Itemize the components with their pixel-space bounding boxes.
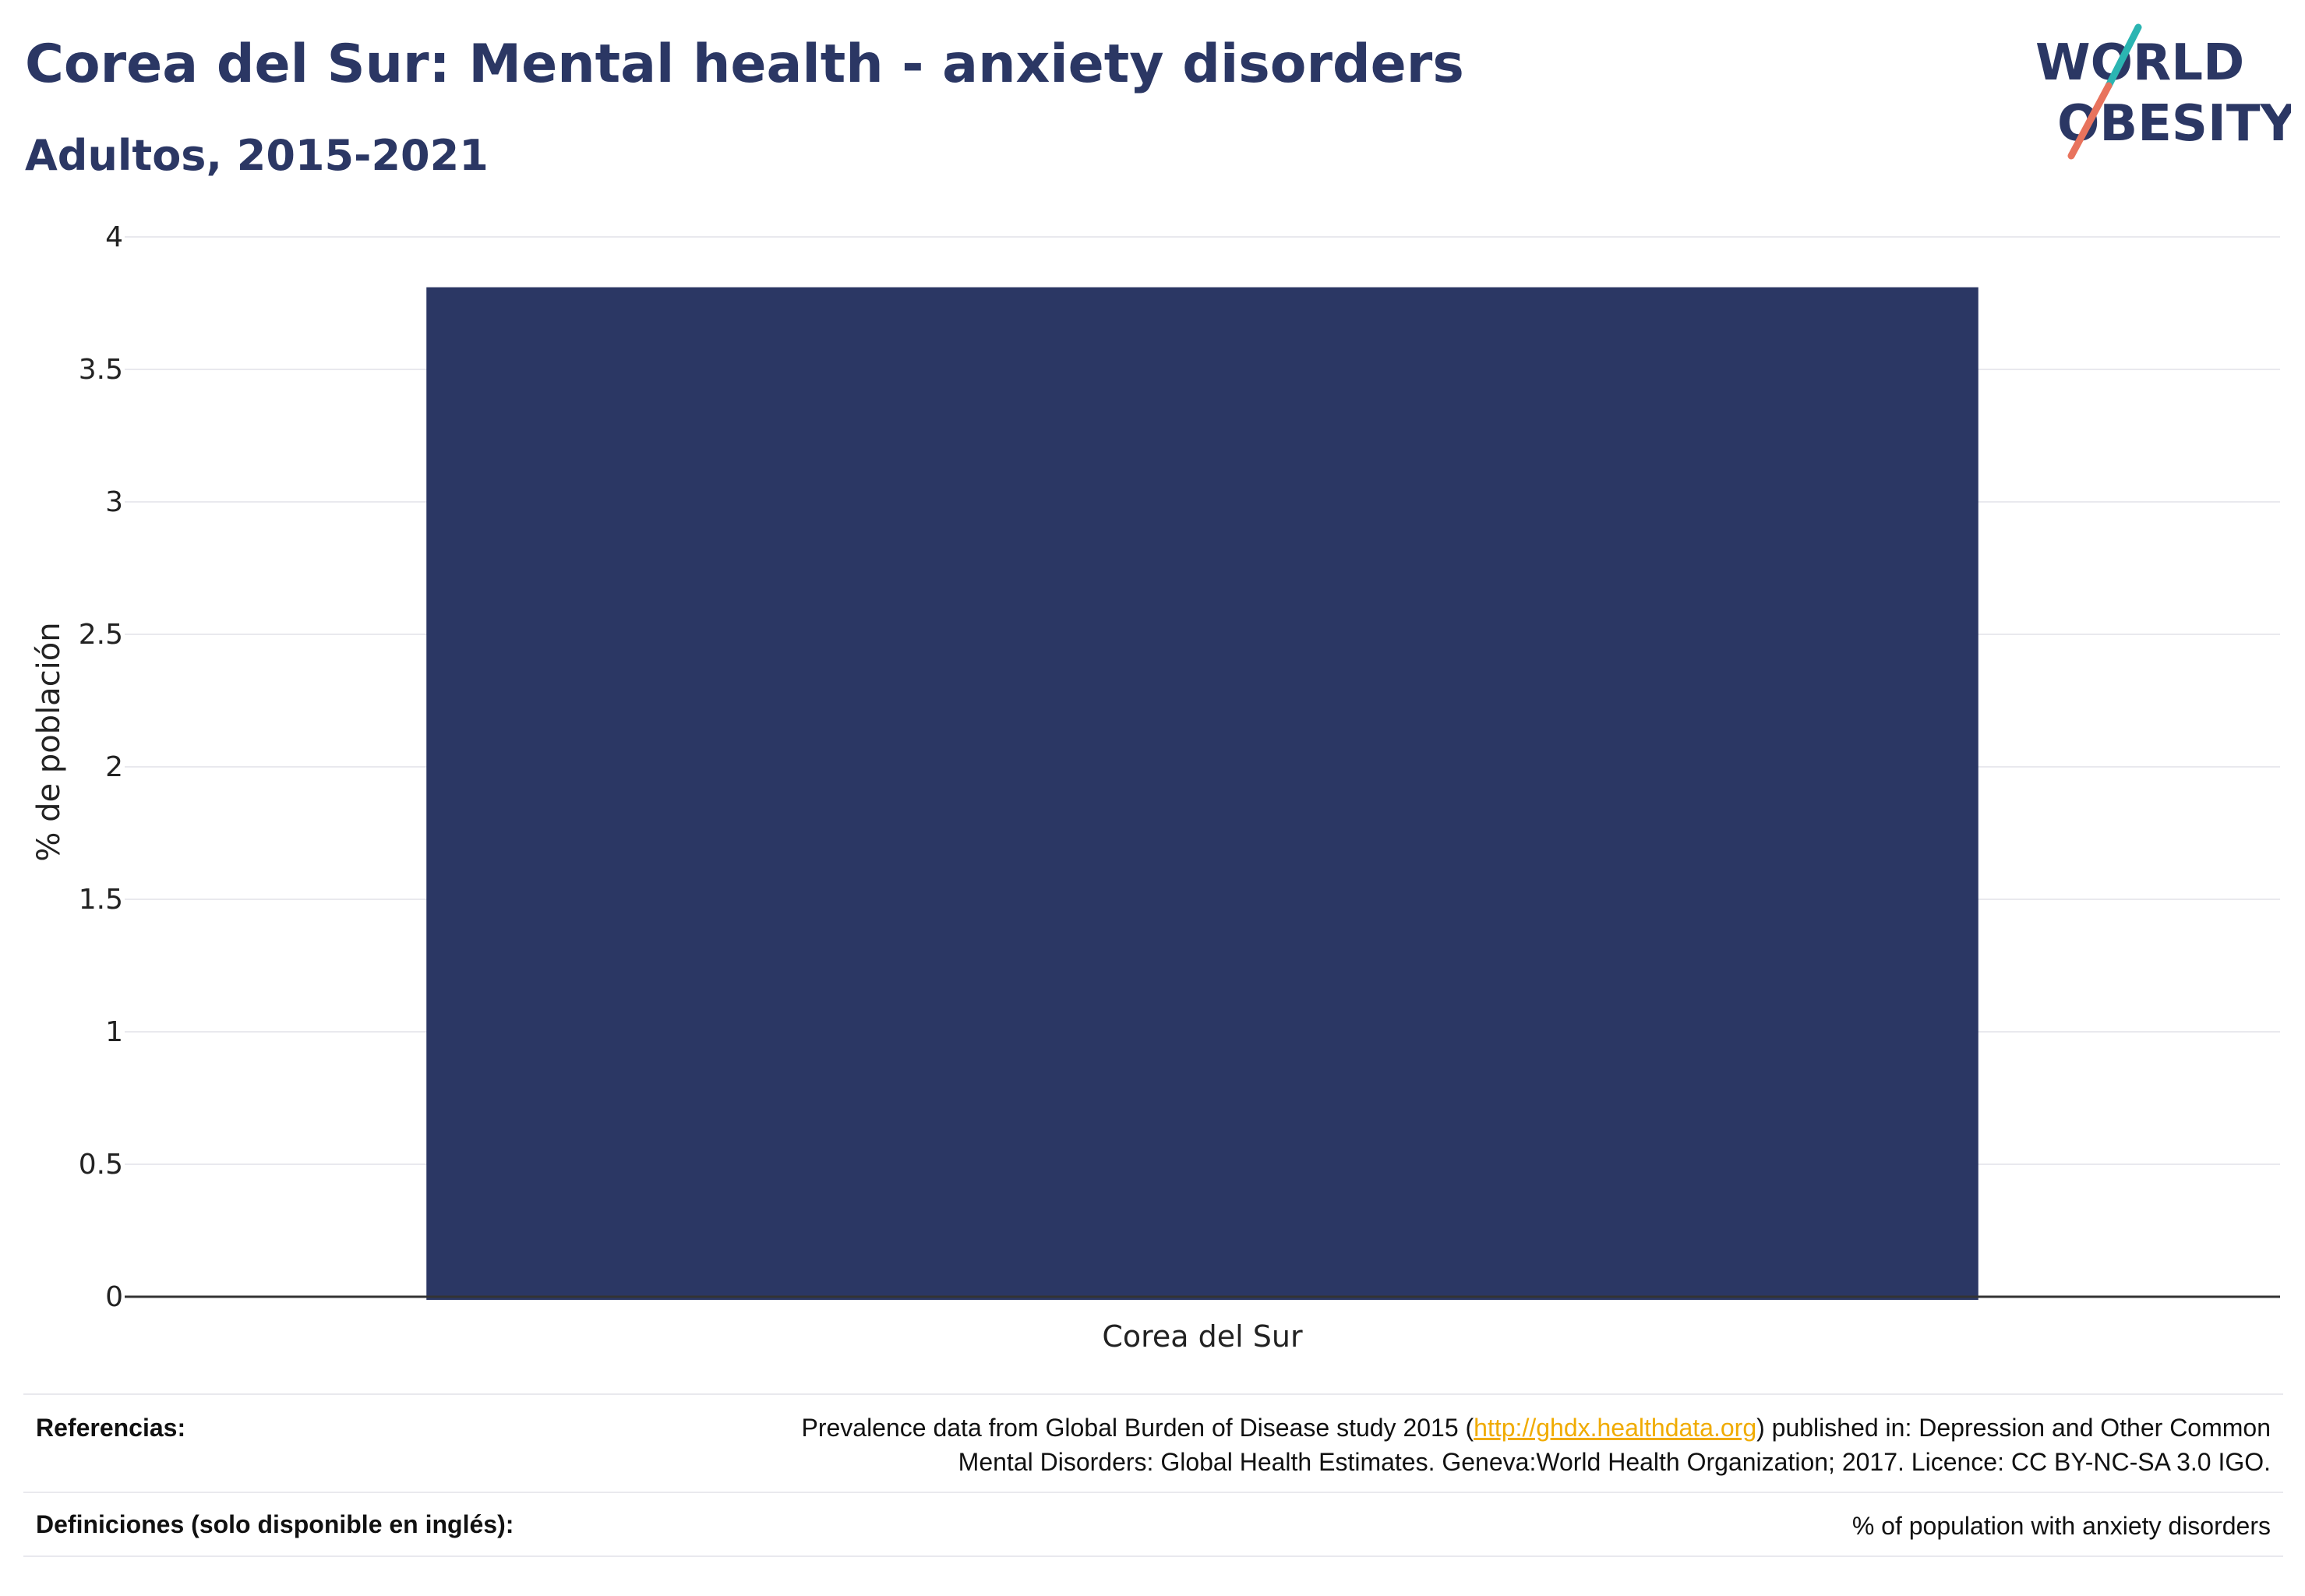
definitions-label: Definiciones (solo disponible en inglés)… (36, 1510, 514, 1538)
y-tick-label: 0.5 (79, 1149, 123, 1181)
references-label: Referencias: (36, 1414, 186, 1442)
y-tick-label: 4 (105, 221, 123, 253)
y-tick-label: 0 (105, 1281, 123, 1313)
y-axis-label: % de población (31, 622, 67, 861)
y-tick-label: 3.5 (79, 354, 123, 386)
bar-chart: 0 0.5 1 1.5 2 2.5 3 3.5 4 Corea del Sur % de pob… (31, 221, 2280, 1354)
bar (426, 287, 1978, 1301)
logo-slash-teal (2105, 23, 2142, 90)
y-tick-label: 1.5 (79, 884, 123, 916)
references-text-after-link: ) published in: Depression and Other Com… (1756, 1414, 2271, 1442)
chart-title: Corea del Sur: Mental health - anxiety d… (25, 34, 1464, 95)
logo-slash-coral (2067, 82, 2113, 160)
logo-line-1: WORLD (2035, 34, 2244, 92)
references-line-1: Prevalence data from Global Burden of Di… (801, 1411, 2271, 1445)
world-obesity-logo: WORLD OBESITY (2035, 23, 2291, 160)
y-tick-label: 2.5 (79, 619, 123, 651)
references-text: Prevalence data from Global Burden of Di… (801, 1411, 2271, 1479)
y-tick-label: 2 (105, 751, 123, 783)
references-line-2: Mental Disorders: Global Health Estimate… (958, 1448, 2271, 1476)
y-tick-label: 3 (105, 486, 123, 518)
healthdata-link[interactable]: http://ghdx.healthdata.org (1474, 1414, 1757, 1442)
chart-subtitle: Adultos, 2015-2021 (25, 131, 489, 180)
chart-footer: Referencias: Prevalence data from Global… (23, 1393, 2283, 1557)
definitions-text: % of population with anxiety disorders (1851, 1512, 2271, 1540)
references-row: Referencias: Prevalence data from Global… (23, 1393, 2283, 1492)
bars (426, 287, 1978, 1301)
x-tick-label: Corea del Sur (1102, 1319, 1303, 1354)
definitions-row: Definiciones (solo disponible en inglés)… (23, 1492, 2283, 1557)
y-tick-labels: 0 0.5 1 1.5 2 2.5 3 3.5 4 (79, 221, 123, 1313)
references-text-before-link: Prevalence data from Global Burden of Di… (801, 1414, 1474, 1442)
x-tick-labels: Corea del Sur (1102, 1319, 1303, 1354)
y-tick-label: 1 (105, 1016, 123, 1048)
